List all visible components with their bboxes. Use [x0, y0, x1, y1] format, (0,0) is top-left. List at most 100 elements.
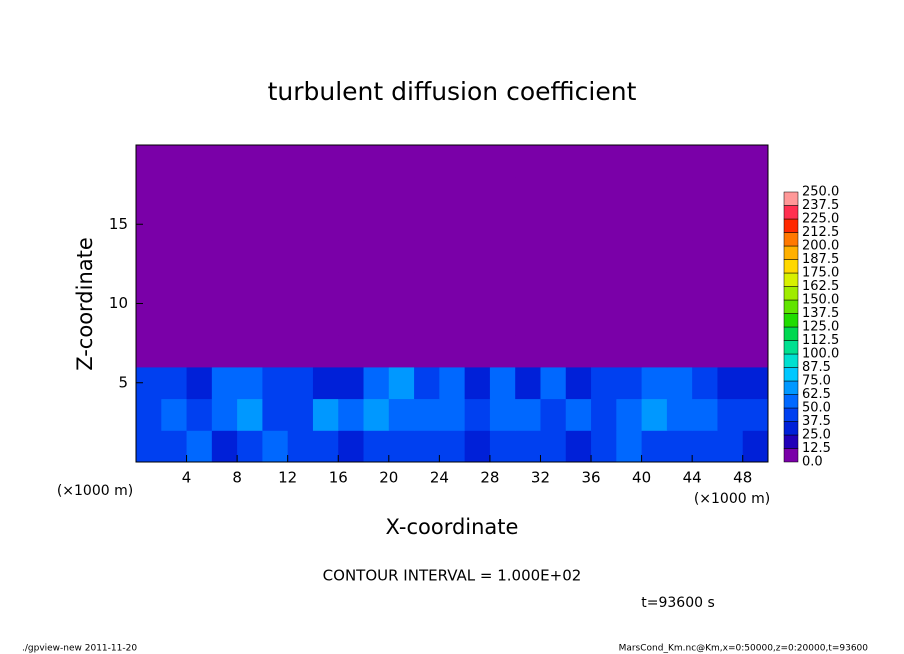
- field-cell: [515, 176, 541, 209]
- y-tick-label: 10: [109, 294, 128, 312]
- field-cell: [540, 303, 567, 336]
- field-cell: [540, 145, 567, 178]
- field-cell: [312, 145, 339, 178]
- x-tick-label: 24: [430, 469, 449, 487]
- field-cell: [489, 208, 516, 241]
- field-cell: [136, 398, 162, 431]
- field-cell: [363, 335, 390, 368]
- y-axis-label: Z-coordinate: [73, 237, 97, 371]
- field-cell: [363, 208, 390, 241]
- colorbar-label: 125.0: [802, 320, 839, 335]
- field-cell: [211, 145, 238, 178]
- field-cell: [641, 176, 668, 209]
- field-cell: [211, 208, 238, 241]
- field-cell: [414, 240, 440, 273]
- field-cell: [237, 176, 263, 209]
- field-cell: [338, 430, 365, 463]
- field-cell: [540, 240, 567, 273]
- field-cell: [287, 366, 314, 400]
- field-cell: [439, 430, 466, 463]
- field-cell: [211, 240, 238, 273]
- field-cell: [489, 430, 516, 463]
- field-cell: [388, 335, 415, 368]
- field-cell: [388, 271, 415, 304]
- field-cell: [136, 303, 162, 336]
- field-cell: [287, 208, 314, 241]
- field-cell: [742, 430, 769, 463]
- field-cell: [439, 271, 466, 304]
- field-cell: [641, 271, 668, 304]
- colorbar-swatch: [783, 286, 799, 301]
- field-cell: [388, 303, 415, 336]
- colorbar-label: 187.5: [802, 252, 839, 267]
- field-cell: [616, 303, 643, 336]
- field-cell: [161, 430, 188, 463]
- field-cell: [742, 366, 769, 400]
- field-cell: [616, 335, 643, 368]
- field-cell: [666, 240, 693, 273]
- field-cell: [489, 303, 516, 336]
- field-cell: [489, 176, 516, 209]
- field-cell: [565, 303, 592, 336]
- field-cell: [287, 271, 314, 304]
- field-cell: [515, 335, 541, 368]
- field-cell: [692, 208, 718, 241]
- field-cell: [388, 176, 415, 209]
- field-cell: [464, 208, 491, 241]
- colorbar-label: 37.5: [802, 414, 831, 429]
- field-cell: [742, 335, 769, 368]
- field-cell: [287, 303, 314, 336]
- colorbar-label: 112.5: [802, 333, 839, 348]
- field-cell: [161, 366, 188, 400]
- field-cell: [515, 240, 541, 273]
- colorbar-swatch: [783, 394, 799, 409]
- field-cell: [388, 398, 415, 431]
- colorbar-label: 12.5: [802, 441, 831, 456]
- field-cell: [717, 176, 744, 209]
- field-cell: [262, 335, 289, 368]
- field-cell: [717, 398, 744, 431]
- field-cell: [565, 398, 592, 431]
- field-cell: [211, 398, 238, 431]
- field-cell: [161, 176, 188, 209]
- field-cell: [161, 398, 188, 431]
- field-cell: [186, 271, 213, 304]
- field-cell: [692, 176, 718, 209]
- field-cell: [540, 430, 567, 463]
- field-cell: [692, 366, 718, 400]
- colorbar-swatch: [783, 353, 799, 368]
- field-cell: [464, 366, 491, 400]
- x-tick-label: 4: [182, 469, 192, 487]
- field-cell: [363, 398, 390, 431]
- field-cell: [742, 398, 769, 431]
- field-cell: [136, 335, 162, 368]
- x-tick-label: 32: [531, 469, 550, 487]
- footer-right: MarsCond_Km.nc@Km,x=0:50000,z=0:20000,t=…: [619, 644, 869, 654]
- field-cell: [439, 145, 466, 178]
- field-cell: [363, 271, 390, 304]
- field-cell: [161, 208, 188, 241]
- field-cell: [641, 430, 668, 463]
- field-cell: [489, 271, 516, 304]
- field-cell: [262, 271, 289, 304]
- x-tick-label: 40: [632, 469, 651, 487]
- field-cell: [237, 366, 263, 400]
- field-cell: [186, 176, 213, 209]
- field-cell: [414, 208, 440, 241]
- field-cell: [515, 398, 541, 431]
- field-cell: [666, 430, 693, 463]
- field-cell: [363, 240, 390, 273]
- field-cell: [464, 176, 491, 209]
- field-cell: [591, 176, 617, 209]
- y-tick-label: 5: [118, 373, 128, 391]
- field-cell: [717, 271, 744, 304]
- field-cell: [414, 145, 440, 178]
- field-cell: [591, 240, 617, 273]
- field-cell: [262, 303, 289, 336]
- colorbar-label: 162.5: [802, 279, 839, 294]
- field-cell: [363, 303, 390, 336]
- footer-left: ./gpview-new 2011-11-20: [22, 644, 137, 654]
- field-cell: [540, 398, 567, 431]
- field-cell: [666, 271, 693, 304]
- field-cell: [237, 430, 263, 463]
